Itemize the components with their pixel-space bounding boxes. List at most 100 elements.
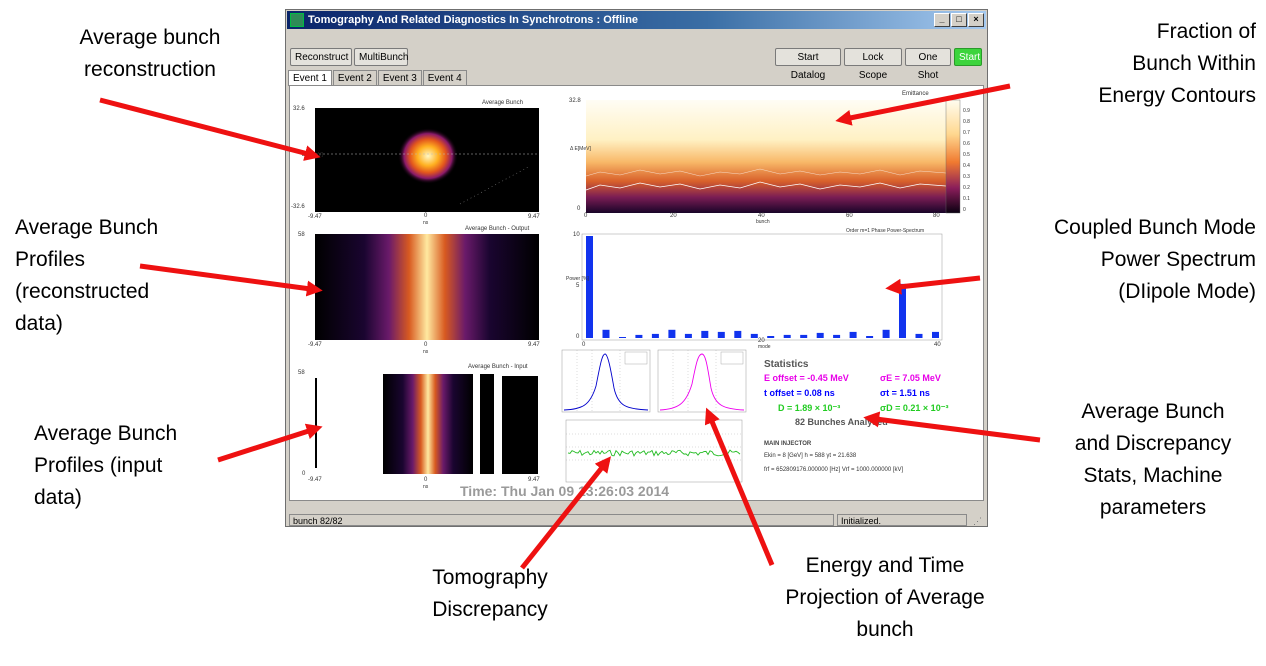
- time-projection-plot: [657, 349, 747, 413]
- tab-event-1[interactable]: Event 1: [288, 70, 332, 86]
- stat-sigma-t: σt = 1.51 ns: [880, 388, 930, 398]
- callout-line: Coupled Bunch Mode: [1054, 216, 1256, 239]
- spectrum-bar: [734, 330, 742, 338]
- start-datalog-button[interactable]: Start Datalog: [775, 48, 841, 81]
- input-title: Average Bunch - Input: [468, 364, 528, 370]
- avg-bunch-xl: -9.47: [308, 214, 322, 220]
- input-ybot: 0: [302, 471, 306, 477]
- callout-line: Profiles: [15, 248, 86, 271]
- energy-projection-legend: [624, 351, 648, 365]
- status-left: bunch 82/82: [289, 514, 834, 526]
- callout-coupled-bunch-mode: Coupled Bunch Mode Power Spectrum (DIipo…: [980, 212, 1256, 308]
- emittance-xtick: 60: [846, 213, 853, 219]
- emittance-ytop: 32.8: [569, 98, 581, 104]
- bunches-analysed: 82 Bunches Analysed: [795, 417, 888, 427]
- emittance-xtick: 80: [933, 213, 940, 219]
- average-bunch-plot: [315, 108, 539, 212]
- colorbar-tick: 0.1: [963, 196, 970, 202]
- input-xlabel: ns: [423, 484, 429, 490]
- spectrum-bar: [783, 334, 791, 338]
- close-button[interactable]: ×: [968, 13, 984, 27]
- callout-fraction-energy-contours: Fraction of Bunch Within Energy Contours: [1010, 16, 1256, 112]
- resize-grip-icon[interactable]: ⋰: [973, 516, 982, 526]
- emittance-image: [586, 100, 946, 213]
- machine-title: MAIN INJECTOR: [764, 441, 812, 447]
- discrepancy-frame: [565, 419, 743, 483]
- arrow-average-bunch: [99, 97, 321, 161]
- colorbar-tick: 0.4: [963, 163, 970, 169]
- colorbar-tick: 0.8: [963, 119, 970, 125]
- callout-line: Energy Contours: [1098, 84, 1256, 107]
- stat-d: D = 1.89 × 10⁻³: [778, 403, 841, 413]
- emittance-xlabel: bunch: [756, 219, 770, 225]
- spectrum-bar: [932, 331, 939, 338]
- avg-bunch-title: Average Bunch: [482, 100, 523, 106]
- input-xl: -9.47: [308, 477, 322, 483]
- reconstruct-button[interactable]: Reconstruct: [290, 48, 352, 66]
- spectrum-bar: [750, 333, 758, 338]
- emittance-colorbar: [945, 99, 961, 214]
- power-spectrum-plot: [581, 233, 943, 341]
- avg-bunch-ylabel: Δ E[MeV]: [302, 152, 323, 158]
- title-bar: Tomography And Related Diagnostics In Sy…: [287, 11, 986, 29]
- tab-event-4[interactable]: Event 4: [422, 70, 467, 86]
- time-overlay: Time: Thu Jan 09 13:26:03 2014: [460, 483, 670, 499]
- colorbar-tick: 0.3: [963, 174, 970, 180]
- spectrum-ytick: 10: [573, 232, 580, 238]
- emittance-contour: [585, 181, 947, 191]
- spectrum-bar: [701, 330, 709, 338]
- colorbar-tick: 0.2: [963, 185, 970, 191]
- input-profiles-strip: [502, 376, 538, 474]
- callout-line: Power Spectrum: [1100, 248, 1256, 271]
- spectrum-xtick: 0: [582, 342, 586, 348]
- callout-average-bunch-reconstruction: Average bunch reconstruction: [40, 22, 260, 86]
- spectrum-bar: [915, 333, 923, 338]
- output-xr: 9.47: [528, 342, 540, 348]
- lock-scope-button[interactable]: Lock Scope: [844, 48, 902, 81]
- tab-event-3[interactable]: Event 3: [377, 70, 422, 86]
- one-shot-button[interactable]: One Shot: [905, 48, 951, 81]
- spectrum-xtick: 40: [934, 342, 941, 348]
- output-xm: 0: [424, 342, 428, 348]
- avg-bunch-ybot: -32.6: [291, 204, 305, 210]
- tab-event-2[interactable]: Event 2: [332, 70, 377, 86]
- input-profiles-plot: [315, 372, 539, 476]
- app-window: Tomography And Related Diagnostics In Sy…: [285, 9, 988, 527]
- stat-sigma-e: σE = 7.05 MeV: [880, 373, 941, 383]
- minimize-button[interactable]: _: [934, 13, 950, 27]
- callout-line: reconstruction: [84, 58, 216, 81]
- callout-profiles-reconstructed: Average Bunch Profiles (reconstructed da…: [15, 212, 215, 340]
- colorbar-tick: 0: [963, 207, 966, 213]
- spectrum-xlabel: mode: [758, 344, 771, 350]
- output-xlabel: ns: [423, 349, 429, 355]
- energy-projection-curve: [563, 353, 649, 411]
- avg-bunch-xr: 9.47: [528, 214, 540, 220]
- input-profiles-edge: [315, 378, 317, 468]
- window-title: Tomography And Related Diagnostics In Sy…: [308, 14, 639, 26]
- energy-projection-plot: [561, 349, 651, 413]
- emittance-xtick: 20: [670, 213, 677, 219]
- input-profiles-image: [383, 374, 473, 474]
- output-xl: -9.47: [308, 342, 322, 348]
- avg-bunch-xlabel: ns: [423, 220, 429, 226]
- spectrum-bar: [849, 331, 857, 338]
- output-ytop: 58: [298, 232, 305, 238]
- output-profiles-image: [315, 234, 539, 340]
- spectrum-bar: [899, 283, 906, 338]
- colorbar-tick: 0.5: [963, 152, 970, 158]
- callout-line: Fraction of: [1156, 20, 1256, 43]
- colorbar-tick: 0.6: [963, 141, 970, 147]
- maximize-button[interactable]: □: [951, 13, 967, 27]
- emittance-title: Emittance: [902, 91, 929, 97]
- time-projection-legend: [720, 351, 744, 365]
- start-button[interactable]: Start: [954, 48, 982, 66]
- spectrum-bar: [684, 333, 692, 338]
- spectrum-bar: [717, 331, 725, 338]
- spectrum-bar: [816, 332, 824, 338]
- multibunch-button[interactable]: MultiBunch: [354, 48, 408, 66]
- spectrum-xtick: 20: [758, 338, 765, 344]
- plots-svg: [315, 99, 961, 483]
- spectrum-ytick: 5: [576, 283, 580, 289]
- callout-line: Discrepancy: [432, 598, 548, 621]
- spectrum-frame: [581, 233, 943, 341]
